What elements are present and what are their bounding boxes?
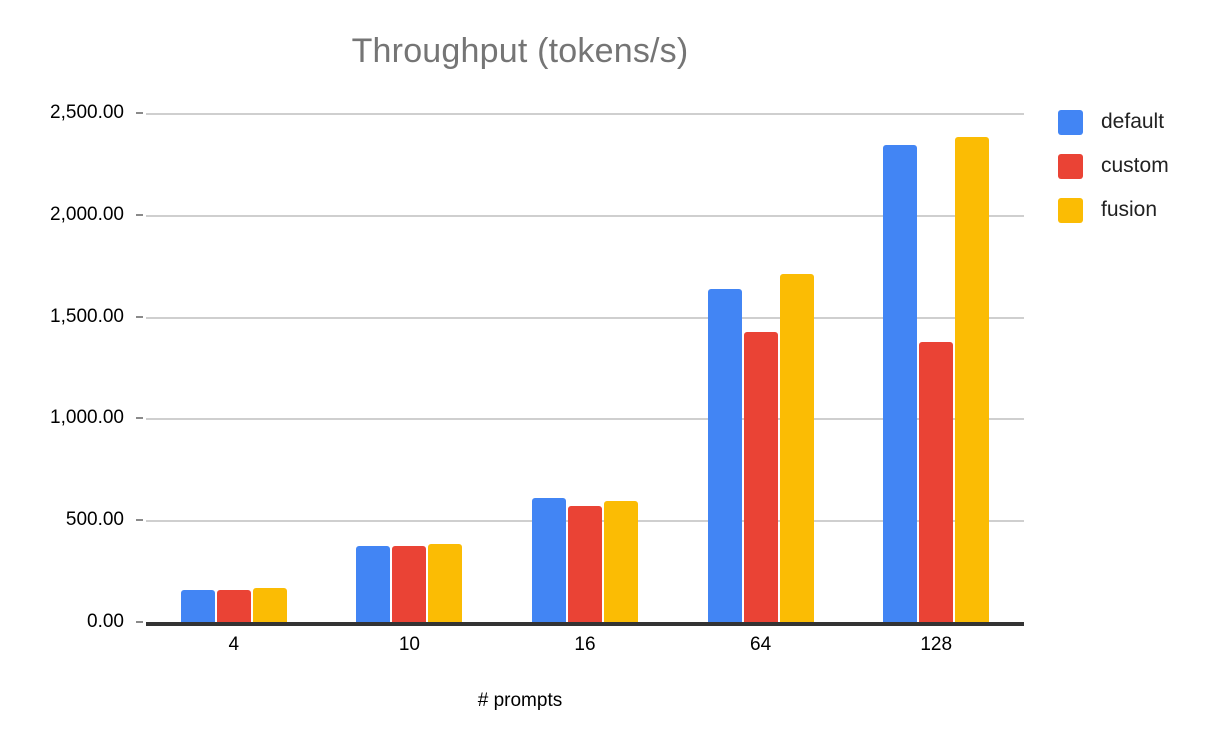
legend-label: custom [1101, 154, 1169, 177]
bar-group [532, 113, 638, 622]
y-axis-tick-label: 1,500.00 [50, 305, 124, 327]
gridline [146, 214, 1024, 217]
bar-default-128[interactable] [883, 145, 918, 622]
x-axis-title: # prompts [477, 690, 563, 711]
chart-title: Throughput (tokens/s) [351, 32, 689, 70]
x-axis-tick-label: 10 [398, 634, 420, 655]
x-axis-tick-label: 64 [750, 634, 772, 655]
y-axis-tick-label: 1,000.00 [50, 407, 124, 429]
bar-fusion-16[interactable] [604, 501, 638, 622]
bar-custom-10[interactable] [392, 546, 427, 622]
y-axis-tick-mark [136, 112, 143, 114]
y-axis-tick-label: 500.00 [65, 509, 124, 531]
plot-area [146, 113, 1024, 626]
y-axis-tick-mark [136, 315, 143, 318]
bar-group [356, 113, 463, 622]
bar-custom-16[interactable] [568, 506, 602, 622]
y-axis-tick-mark [136, 621, 143, 623]
bar-fusion-64[interactable] [779, 274, 814, 622]
legend-swatch-icon [1058, 153, 1083, 179]
gridline [146, 113, 1024, 115]
x-axis-tick-label: 4 [228, 634, 240, 655]
legend-item-fusion[interactable]: fusion [1058, 188, 1169, 232]
x-axis-tick-label: 128 [920, 634, 953, 655]
bar-group [707, 113, 814, 622]
y-axis-tick-mark [136, 417, 143, 420]
x-axis-line [146, 622, 1024, 626]
gridline [146, 418, 1024, 421]
bar-default-64[interactable] [707, 289, 742, 622]
chart-legend: default custom fusion [1058, 100, 1169, 232]
legend-item-custom[interactable]: custom [1058, 144, 1169, 188]
legend-item-default[interactable]: default [1058, 100, 1169, 144]
bar-fusion-4[interactable] [252, 587, 287, 622]
y-axis-tick-label: 2,500.00 [50, 102, 124, 123]
x-axis-tick-label: 16 [574, 634, 596, 655]
bar-group [883, 113, 990, 622]
bar-group [180, 113, 287, 622]
legend-swatch-icon [1058, 109, 1083, 135]
legend-swatch-icon [1058, 197, 1083, 223]
bar-fusion-10[interactable] [428, 544, 463, 622]
bar-default-4[interactable] [180, 589, 215, 622]
y-axis-tick-mark [136, 519, 143, 522]
y-axis-tick-label: 0.00 [87, 611, 124, 632]
legend-label: fusion [1101, 198, 1158, 221]
bar-custom-4[interactable] [216, 589, 251, 622]
y-axis-tick-label: 2,000.00 [50, 203, 124, 225]
bar-default-16[interactable] [532, 498, 566, 622]
bar-custom-64[interactable] [743, 331, 778, 622]
y-axis-tick-mark [136, 213, 143, 216]
legend-label: default [1101, 110, 1165, 133]
bar-default-10[interactable] [356, 546, 391, 622]
bar-custom-128[interactable] [919, 341, 954, 622]
bar-fusion-128[interactable] [955, 137, 990, 622]
gridline [146, 316, 1024, 319]
